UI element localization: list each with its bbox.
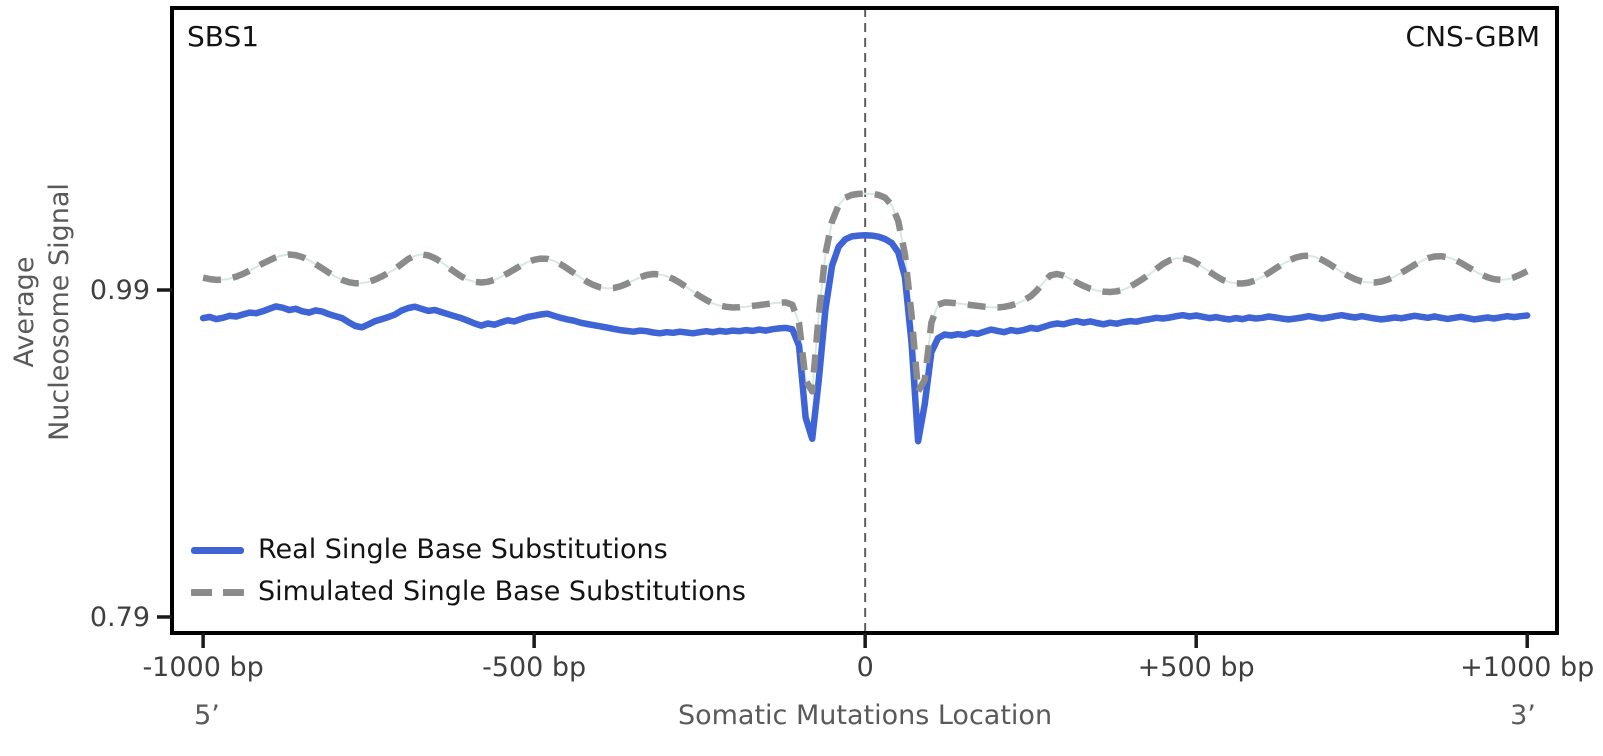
legend-simulated-line-swatch xyxy=(191,589,244,596)
five-prime-label: 5’ xyxy=(194,700,220,731)
legend-real-label: Real Single Base Substitutions xyxy=(258,534,668,565)
three-prime-label: 3’ xyxy=(1510,700,1536,731)
x-tick-label: +1000 bp xyxy=(1460,652,1594,683)
legend-real-line-swatch xyxy=(191,547,244,554)
x-axis-title: Somatic Mutations Location xyxy=(677,700,1053,731)
cancer-type-label: CNS-GBM xyxy=(1405,20,1540,53)
x-tick-label: 0 xyxy=(857,652,874,683)
simulated-substitutions-line xyxy=(202,190,1529,395)
legend-simulated-label: Simulated Single Base Substitutions xyxy=(258,576,746,607)
signature-label: SBS1 xyxy=(187,20,260,53)
real-substitutions-line xyxy=(199,231,1531,445)
x-tick-label: -1000 bp xyxy=(142,652,263,683)
y-tick-label: 0.79 xyxy=(90,602,150,633)
x-tick-label: +500 bp xyxy=(1138,652,1255,683)
y-tick-label: 0.99 xyxy=(90,275,150,306)
x-tick-label: -500 bp xyxy=(482,652,586,683)
y-axis-title: Average Nucleosome Signal xyxy=(8,183,75,441)
